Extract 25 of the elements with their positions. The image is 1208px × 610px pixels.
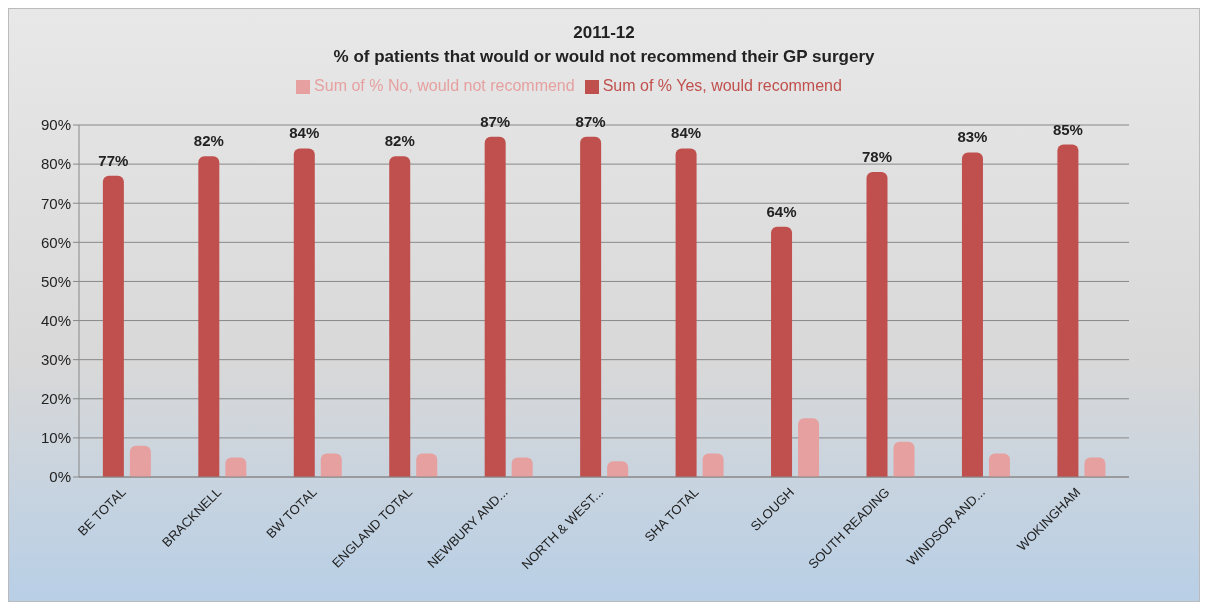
y-tick-label: 80% (40, 155, 71, 173)
data-label: 84% (289, 124, 320, 142)
data-label: 82% (384, 132, 415, 150)
y-tick-label: 50% (40, 272, 71, 290)
y-tick-label: 20% (40, 390, 71, 408)
data-label: 77% (98, 151, 129, 169)
y-tick-label: 10% (40, 429, 71, 447)
y-tick-label: 0% (49, 468, 71, 486)
data-label: 87% (480, 112, 511, 130)
data-label: 84% (671, 124, 702, 142)
data-label: 82% (193, 132, 224, 150)
y-tick-label: 40% (40, 311, 71, 329)
chart-subtitle: % of patients that would or would not recommend their GP surgery (332, 46, 876, 67)
data-label: 87% (575, 112, 606, 130)
y-tick-label: 60% (40, 233, 71, 251)
chart-title: 2011-12 (572, 22, 636, 43)
legend-label: Sum of % Yes, would recommend (602, 77, 842, 94)
y-tick-label: 30% (40, 350, 71, 368)
data-label: 64% (766, 202, 797, 220)
data-label: 78% (861, 147, 893, 165)
legend-label: Sum of % No, would not recommend (314, 77, 575, 94)
y-tick-label: 90% (40, 116, 71, 134)
data-label: 85% (1052, 120, 1083, 138)
data-label: 83% (957, 128, 988, 146)
y-tick-label: 70% (40, 194, 71, 212)
